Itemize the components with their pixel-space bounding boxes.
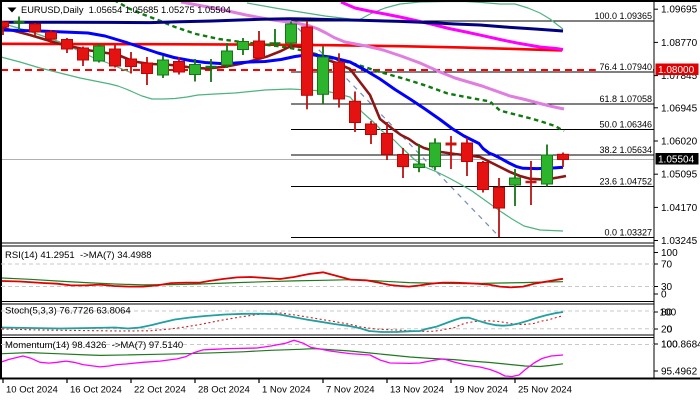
- svg-text:1.06020: 1.06020: [661, 137, 698, 148]
- svg-text:19 Nov 2024: 19 Nov 2024: [454, 385, 508, 396]
- svg-text:1.04170: 1.04170: [661, 203, 698, 214]
- svg-text:100.0 1.09365: 100.0 1.09365: [594, 11, 652, 21]
- svg-text:10 Oct 2024: 10 Oct 2024: [6, 385, 58, 396]
- svg-text:1.07845: 1.07845: [661, 71, 698, 82]
- svg-text:1 Nov 2024: 1 Nov 2024: [262, 385, 311, 396]
- svg-text:100.8684: 100.8684: [661, 340, 700, 351]
- svg-text:0: 0: [661, 290, 667, 301]
- svg-text:50.0 1.06346: 50.0 1.06346: [599, 119, 652, 129]
- svg-text:1.05504: 1.05504: [658, 155, 695, 166]
- svg-text:1.08770: 1.08770: [661, 38, 698, 49]
- svg-text:13 Nov 2024: 13 Nov 2024: [390, 385, 444, 396]
- svg-text:100: 100: [661, 248, 678, 259]
- svg-text:EURUSD,Daily 1.05654 1.05685: EURUSD,Daily 1.05654 1.05685 1.05275 1.0…: [21, 5, 231, 15]
- svg-text:80: 80: [661, 308, 673, 319]
- svg-text:100: 100: [660, 308, 677, 319]
- svg-text:16 Oct 2024: 16 Oct 2024: [70, 385, 122, 396]
- svg-text:25 Nov 2024: 25 Nov 2024: [518, 385, 572, 396]
- svg-text:RSI(14) 41.2951 ->MA(7) 34.49: RSI(14) 41.2951 ->MA(7) 34.4988: [5, 250, 152, 261]
- svg-text:1.08000: 1.08000: [658, 65, 695, 76]
- svg-text:1.06945: 1.06945: [661, 103, 698, 114]
- svg-text:0: 0: [667, 324, 673, 335]
- svg-text:1.09695: 1.09695: [661, 5, 698, 16]
- svg-text:Momentum(14) 98.4326 ->MA(7): Momentum(14) 98.4326 ->MA(7) 97.5140: [5, 340, 183, 351]
- svg-text:70: 70: [661, 260, 673, 271]
- svg-text:0.0 1.03327: 0.0 1.03327: [604, 228, 652, 238]
- svg-text:30: 30: [661, 282, 673, 293]
- svg-text:76.4 1.07940: 76.4 1.07940: [599, 62, 652, 72]
- svg-text:22 Oct 2024: 22 Oct 2024: [134, 385, 186, 396]
- svg-text:28 Oct 2024: 28 Oct 2024: [198, 385, 250, 396]
- svg-text:20: 20: [661, 324, 673, 335]
- svg-text:23.6 1.04752: 23.6 1.04752: [599, 177, 652, 187]
- svg-text:7 Nov 2024: 7 Nov 2024: [326, 385, 375, 396]
- svg-text:100: 100: [661, 340, 678, 351]
- svg-text:38.2 1.05634: 38.2 1.05634: [599, 145, 652, 155]
- svg-text:1.03245: 1.03245: [661, 236, 698, 247]
- svg-text:1.05095: 1.05095: [661, 170, 698, 181]
- svg-text:Stoch(5,3,3) 76.7726 63.8064: Stoch(5,3,3) 76.7726 63.8064: [5, 306, 131, 317]
- svg-text:61.8 1.07058: 61.8 1.07058: [599, 94, 652, 104]
- svg-text:95.4962: 95.4962: [661, 367, 698, 378]
